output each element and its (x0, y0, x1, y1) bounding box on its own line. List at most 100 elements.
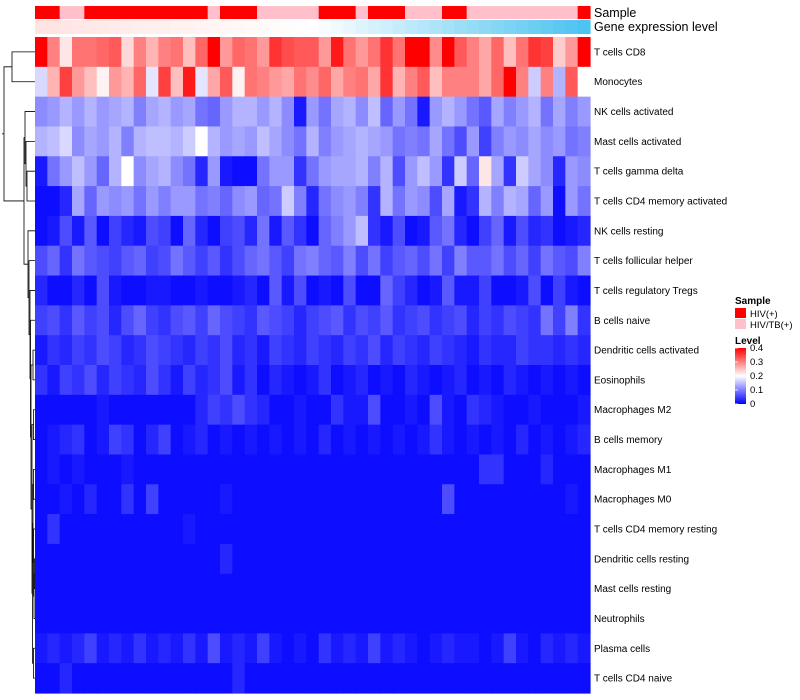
heatmap-cell (368, 394, 381, 426)
heatmap-cell (183, 365, 196, 396)
heatmap-cell (565, 186, 579, 217)
heatmap-cell (565, 543, 579, 575)
heatmap-cell (109, 543, 122, 575)
heatmap-cell (392, 96, 406, 128)
heatmap-cell (479, 66, 492, 98)
heatmap-cell (429, 484, 443, 515)
heatmap-cell (528, 156, 542, 187)
heatmap-cell (47, 37, 61, 68)
row-label: Macrophages M0 (594, 495, 672, 506)
heatmap-cell (244, 543, 258, 575)
heatmap-cell (368, 514, 381, 545)
row-label: T cells CD4 naive (594, 674, 673, 685)
heatmap-cell (146, 365, 159, 396)
row-label: Mast cells resting (594, 584, 671, 595)
heatmap-cell (47, 215, 61, 247)
heatmap-cell (392, 603, 406, 634)
sample-annotation-cell (553, 6, 566, 19)
heatmap-cell (294, 126, 307, 157)
heatmap-cell (257, 37, 270, 68)
heatmap-cell (170, 305, 184, 336)
heatmap-cell (343, 186, 357, 217)
heatmap-cell (72, 365, 85, 396)
heatmap-cell (59, 663, 73, 694)
heatmap-cell (355, 573, 369, 605)
heatmap-cell (72, 305, 85, 336)
heatmap-cell (269, 663, 283, 694)
gene-expression-annotation-bar (35, 20, 591, 34)
heatmap-cell (405, 484, 418, 515)
heatmap-cell (158, 573, 172, 605)
heatmap-cell (35, 126, 48, 157)
heatmap-cell (96, 37, 110, 68)
heatmap-cell (442, 275, 455, 306)
heatmap-cell (207, 335, 221, 366)
heatmap-cell (59, 245, 73, 277)
heatmap-cell (207, 37, 221, 68)
heatmap-cell (84, 663, 98, 694)
heatmap-cell (417, 126, 431, 157)
heatmap-cell (109, 186, 122, 217)
heatmap-cell (343, 424, 357, 456)
heatmap-cell (442, 37, 455, 68)
heatmap-cell (195, 275, 209, 306)
heatmap-cell (479, 37, 492, 68)
heatmap-cell (528, 543, 542, 575)
heatmap-cell (207, 514, 221, 545)
heatmap-cell (195, 245, 209, 277)
heatmap-cell (195, 186, 209, 217)
heatmap-cell (528, 37, 542, 68)
gene-expression-cell (35, 20, 48, 34)
heatmap-cell (343, 245, 357, 277)
heatmap-cell (429, 514, 443, 545)
heatmap-cell (528, 96, 542, 128)
heatmap-cell (306, 663, 320, 694)
heatmap-cell (72, 424, 85, 456)
heatmap-cell (59, 275, 73, 306)
heatmap-cell (540, 96, 554, 128)
heatmap-cell (466, 663, 480, 694)
gene-expression-cell (121, 20, 135, 34)
gene-expression-cell (220, 20, 233, 34)
heatmap-cell (454, 365, 468, 396)
heatmap-cell (257, 305, 270, 336)
heatmap-cell (442, 245, 455, 277)
row-label: Plasma cells (594, 644, 650, 655)
heatmap-cell (281, 633, 295, 664)
heatmap-cell (47, 96, 61, 128)
heatmap-cell (294, 96, 307, 128)
heatmap-cell (577, 603, 591, 634)
heatmap-cell (294, 186, 307, 217)
heatmap-cell (503, 156, 517, 187)
heatmap-cell (257, 394, 270, 426)
heatmap-cell (491, 663, 505, 694)
heatmap-cell (368, 424, 381, 456)
sample-annotation-cell (84, 6, 98, 19)
heatmap-cell (318, 275, 332, 306)
heatmap-cell (466, 514, 480, 545)
heatmap-cell (368, 603, 381, 634)
heatmap-cell (565, 424, 579, 456)
heatmap-cell (380, 245, 394, 277)
heatmap-cell (121, 573, 135, 605)
gene-expression-cell (96, 20, 110, 34)
heatmap-cell (392, 305, 406, 336)
sample-annotation-cell (257, 6, 270, 19)
heatmap-cell (442, 603, 455, 634)
heatmap-cell (207, 186, 221, 217)
level-tick-label: 0.1 (750, 385, 763, 396)
sample-annotation-cell (269, 6, 283, 19)
heatmap-cell (207, 305, 221, 336)
heatmap-cell (577, 663, 591, 694)
heatmap-cell (47, 454, 61, 485)
heatmap-cell (109, 335, 122, 366)
heatmap-cell (72, 484, 85, 515)
heatmap-cell (207, 66, 221, 98)
heatmap-cell (577, 96, 591, 128)
heatmap-cell (405, 126, 418, 157)
sample-legend: Sample HIV(+) HIV/TB(+) (735, 296, 793, 331)
heatmap-cell (540, 633, 554, 664)
heatmap-cell (257, 663, 270, 694)
heatmap-cell (516, 484, 529, 515)
heatmap-cell (491, 245, 505, 277)
